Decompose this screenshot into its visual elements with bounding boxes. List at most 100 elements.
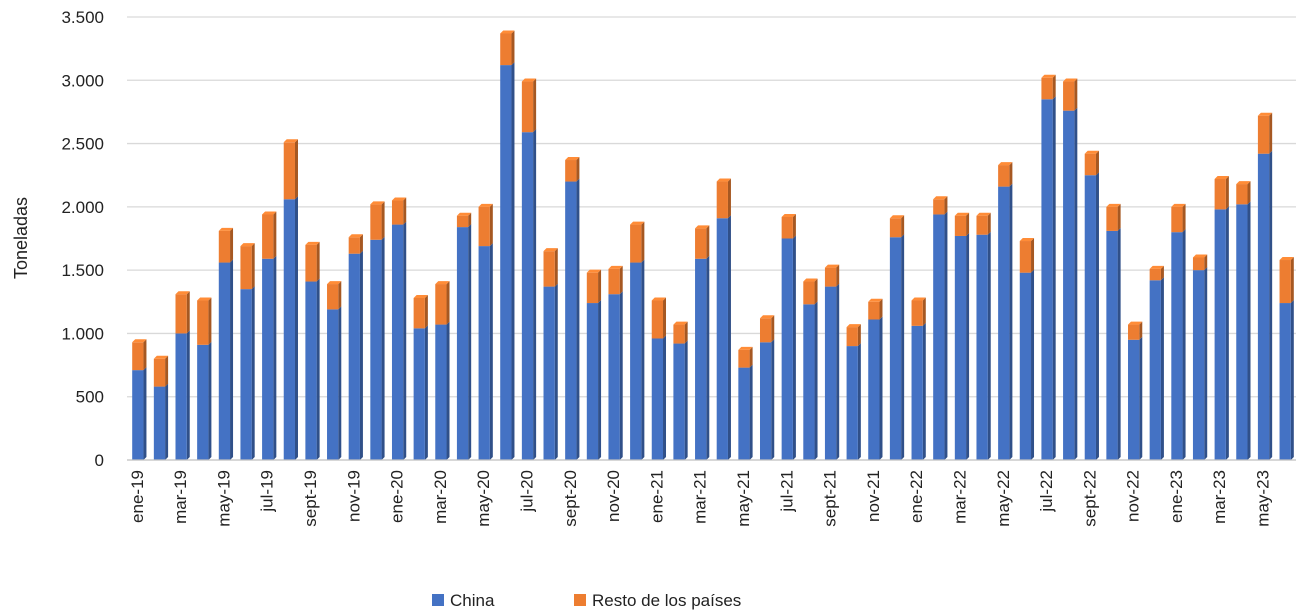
- bar-resto: [998, 162, 1013, 187]
- bar-side: [641, 259, 645, 460]
- bar-front: [889, 237, 902, 460]
- bar-front: [976, 234, 988, 460]
- bar-side: [251, 243, 255, 290]
- bar-resto: [716, 178, 731, 219]
- bar-side: [446, 321, 450, 460]
- bar-china: [954, 232, 970, 460]
- bar-front: [1171, 206, 1183, 233]
- bar-top: [521, 78, 537, 82]
- bar-side: [1247, 181, 1251, 205]
- bar-top: [998, 162, 1013, 166]
- bar-front: [348, 253, 360, 460]
- bar-front: [586, 303, 599, 460]
- x-tick-label: jul-19: [258, 470, 277, 513]
- y-tick-label: 2.000: [61, 198, 104, 217]
- bar-side: [966, 232, 970, 460]
- bar-front: [803, 281, 815, 305]
- bar-side: [143, 339, 147, 371]
- bar-resto: [153, 355, 169, 387]
- bar-side: [879, 316, 883, 460]
- bar-top: [1019, 238, 1035, 242]
- bar-front: [413, 328, 425, 460]
- bar-side: [1225, 206, 1229, 460]
- bar-front: [651, 338, 664, 460]
- bar-china: [586, 300, 602, 460]
- bar-side: [684, 340, 688, 460]
- bar-side: [619, 265, 623, 295]
- bar-china: [391, 221, 407, 460]
- x-tick-label: ene-20: [388, 470, 407, 523]
- bar-resto: [218, 227, 234, 263]
- bar-side: [663, 297, 667, 339]
- bar-front: [1257, 153, 1270, 460]
- bar-china: [911, 322, 926, 460]
- x-tick-label: sept-21: [821, 470, 840, 527]
- bar-side: [316, 241, 320, 282]
- bar-china: [608, 291, 623, 460]
- bar-top: [911, 297, 926, 301]
- bar-front: [1106, 230, 1118, 460]
- bar-resto: [824, 264, 840, 287]
- bar-china: [218, 259, 234, 460]
- bar-front: [175, 294, 187, 334]
- bar-side: [1160, 277, 1164, 460]
- bar-side: [1052, 74, 1056, 100]
- bar-side: [1074, 107, 1078, 461]
- bar-side: [1247, 201, 1251, 460]
- x-tick-label: may-19: [214, 470, 233, 527]
- bar-front: [543, 251, 555, 287]
- bar-front: [911, 300, 923, 326]
- bar-side: [403, 221, 407, 460]
- bar-top: [933, 196, 948, 200]
- bar-front: [1192, 270, 1205, 460]
- x-tick-label: nov-19: [344, 470, 363, 522]
- bar-side: [749, 346, 753, 368]
- bar-side: [1269, 150, 1273, 460]
- bar-front: [1236, 184, 1248, 205]
- bar-side: [792, 235, 796, 460]
- bar-front: [413, 297, 425, 329]
- bar-side: [814, 301, 818, 460]
- bar-resto: [1019, 238, 1035, 273]
- bar-china: [1257, 150, 1273, 460]
- bar-side: [273, 211, 277, 259]
- y-tick-label: 500: [76, 388, 104, 407]
- bar-front: [521, 132, 534, 460]
- bar-side: [727, 178, 731, 219]
- bar-top: [1063, 78, 1078, 82]
- bar-china: [262, 255, 277, 460]
- bar-side: [294, 139, 298, 200]
- bar-side: [230, 227, 234, 263]
- bar-front: [500, 65, 512, 461]
- x-tick-label: may-23: [1254, 470, 1273, 527]
- bar-side: [403, 197, 407, 225]
- bar-top: [370, 201, 385, 205]
- bar-front: [608, 268, 620, 295]
- bar-side: [489, 243, 493, 460]
- bar-front: [197, 344, 209, 460]
- bar-side: [1031, 269, 1035, 460]
- bar-china: [976, 231, 991, 460]
- x-tick-label: mar-20: [431, 470, 450, 524]
- bar-front: [370, 204, 382, 240]
- bar-side: [338, 306, 342, 460]
- bar-china: [1019, 269, 1035, 460]
- bar-top: [868, 298, 883, 302]
- bar-front: [933, 214, 945, 460]
- bar-side: [1117, 227, 1121, 460]
- x-tick-label: nov-21: [864, 470, 883, 522]
- x-tick-label: may-20: [474, 470, 493, 527]
- bar-front: [716, 218, 728, 460]
- bar-top: [630, 221, 645, 225]
- bar-front: [1192, 257, 1205, 271]
- bar-side: [771, 339, 775, 460]
- bar-front: [1128, 324, 1140, 340]
- bar-china: [716, 215, 731, 460]
- bar-resto: [954, 212, 970, 236]
- bar-china: [1041, 96, 1056, 461]
- bar-front: [1019, 241, 1032, 273]
- bar-top: [305, 241, 320, 245]
- bar-top: [218, 227, 234, 231]
- bar-china: [500, 62, 515, 461]
